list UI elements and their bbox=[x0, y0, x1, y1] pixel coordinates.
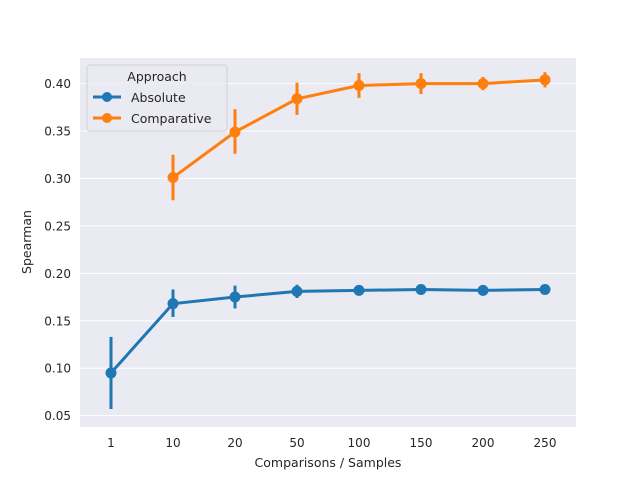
y-axis-label: Spearman bbox=[19, 210, 34, 274]
legend-title: Approach bbox=[127, 69, 186, 84]
x-tick-label: 10 bbox=[165, 436, 180, 450]
x-tick-label: 200 bbox=[472, 436, 495, 450]
data-point bbox=[415, 78, 427, 90]
y-tick-label: 0.20 bbox=[44, 267, 71, 281]
series-line bbox=[109, 287, 546, 374]
y-tick-label: 0.05 bbox=[44, 409, 71, 423]
legend-label-absolute: Absolute bbox=[131, 90, 186, 105]
data-point bbox=[477, 284, 489, 296]
data-point bbox=[415, 283, 427, 295]
y-axis-ticks: 0.05 0.10 0.15 0.20 0.25 0.30 0.35 0.40 bbox=[44, 77, 71, 423]
legend-marker-absolute bbox=[102, 92, 112, 102]
x-tick-label: 100 bbox=[348, 436, 371, 450]
x-tick-label: 50 bbox=[289, 436, 304, 450]
x-tick-label: 250 bbox=[534, 436, 557, 450]
data-point bbox=[229, 126, 241, 138]
data-point bbox=[105, 367, 117, 379]
y-tick-label: 0.40 bbox=[44, 77, 71, 91]
series-comparative bbox=[167, 72, 551, 201]
x-tick-label: 1 bbox=[107, 436, 115, 450]
data-point bbox=[353, 284, 365, 296]
x-tick-label: 20 bbox=[227, 436, 242, 450]
y-tick-label: 0.15 bbox=[44, 314, 71, 328]
data-point bbox=[477, 78, 489, 90]
legend: Approach Absolute Comparative bbox=[86, 64, 228, 132]
series-group bbox=[105, 72, 551, 409]
data-point bbox=[167, 172, 179, 184]
x-axis-label: Comparisons / Samples bbox=[255, 455, 402, 470]
y-tick-label: 0.25 bbox=[44, 219, 71, 233]
data-point bbox=[167, 298, 179, 310]
series-absolute bbox=[105, 283, 551, 409]
legend-label-comparative: Comparative bbox=[131, 111, 212, 126]
data-point bbox=[291, 93, 303, 105]
y-tick-label: 0.10 bbox=[44, 362, 71, 376]
legend-marker-comparative bbox=[102, 113, 112, 123]
x-tick-label: 150 bbox=[410, 436, 433, 450]
data-point bbox=[291, 285, 303, 297]
x-axis-ticks: 1 10 20 50 100 150 200 250 bbox=[107, 436, 556, 450]
data-point bbox=[229, 291, 241, 303]
data-point bbox=[539, 74, 551, 86]
y-tick-label: 0.35 bbox=[44, 125, 71, 139]
data-point bbox=[353, 80, 365, 92]
data-point bbox=[539, 283, 551, 295]
legend-box bbox=[86, 64, 228, 132]
y-tick-label: 0.30 bbox=[44, 172, 71, 186]
